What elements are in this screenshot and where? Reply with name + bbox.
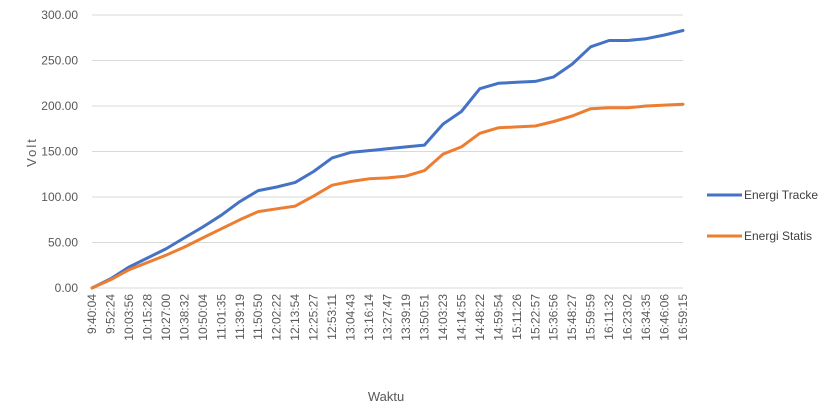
x-tick-label: 13:50:51 [417,294,431,341]
x-tick-label: 15:48:27 [565,294,579,341]
x-tick-label: 15:59:59 [584,294,598,341]
y-tick-label: 250.00 [41,54,78,68]
x-tick-label: 16:34:35 [639,294,653,341]
x-tick-label: 14:48:22 [473,294,487,341]
x-tick-label: 9:52:24 [103,294,117,334]
x-tick-label: 9:40:04 [85,294,99,334]
x-tick-label: 14:14:55 [454,294,468,341]
y-axis-title: Volt [24,137,39,167]
series-line-1 [90,29,685,290]
y-tick-label: 100.00 [41,190,78,204]
x-tick-label: 11:50:50 [251,294,265,340]
y-tick-label: 0.00 [55,281,79,295]
y-tick-label: 150.00 [41,145,78,159]
gridlines [92,14,683,289]
x-tick-label: 15:22:57 [528,294,542,341]
x-tick-label: 10:27:00 [159,294,173,341]
x-tick-label: 15:11:26 [510,294,524,340]
x-tick-label: 11:39:19 [233,294,247,340]
x-tick-label: 13:39:19 [399,294,413,341]
x-tick-label: 13:16:14 [362,294,376,341]
x-tick-label: 13:27:47 [381,294,395,341]
x-axis-title: Waktu [368,389,404,404]
x-tick-label: 15:36:56 [547,294,561,341]
x-tick-label: 12:53:11 [325,294,339,340]
x-tick-label: 10:50:04 [196,294,210,341]
series-line-2 [90,102,685,290]
x-tick-label: 13:04:43 [344,294,358,341]
x-tick-label: 10:15:28 [140,294,154,341]
legend-label: Energi Statis [744,229,812,243]
x-axis-ticks: 9:40:04 9:52:24 10:03:56 10:15:28 10:27:00 10… [85,294,690,341]
legend-label: Energi Tracke [744,188,818,202]
series-lines [90,29,685,290]
y-tick-label: 300.00 [41,8,78,22]
x-tick-label: 12:25:27 [307,294,321,341]
x-tick-label: 10:38:32 [177,294,191,341]
x-tick-label: 14:03:23 [436,294,450,341]
x-tick-label: 10:03:56 [122,294,136,341]
y-axis-ticks: 0.00 50.00 100.00 150.00 200.00 250.00 300.00 [41,8,78,295]
y-tick-label: 200.00 [41,99,78,113]
legend: Energi Tracke Energi Statis [707,188,818,243]
x-tick-label: 16:46:06 [658,294,672,341]
y-tick-label: 50.00 [48,236,78,250]
x-tick-label: 16:23:02 [621,294,635,341]
x-tick-label: 14:59:54 [491,294,505,341]
x-tick-label: 12:13:54 [288,294,302,341]
x-tick-label: 16:11:32 [602,294,616,340]
x-tick-label: 11:01:35 [214,294,228,340]
x-tick-label: 16:59:15 [676,294,690,341]
x-tick-label: 12:02:22 [270,294,284,341]
